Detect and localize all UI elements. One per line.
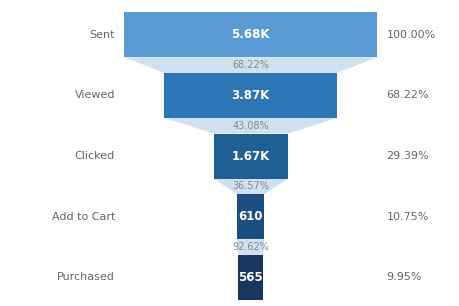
Bar (124, 12, 376, 57)
Text: Purchased: Purchased (57, 272, 115, 282)
Text: 3.87K: 3.87K (231, 89, 269, 102)
Bar (236, 194, 264, 239)
Text: 565: 565 (238, 271, 263, 284)
Polygon shape (124, 57, 376, 73)
Polygon shape (164, 118, 336, 133)
Text: Viewed: Viewed (74, 90, 115, 100)
Polygon shape (236, 239, 264, 255)
Bar (213, 133, 287, 179)
Text: 43.08%: 43.08% (232, 121, 269, 131)
Bar (238, 255, 263, 300)
Text: Add to Cart: Add to Cart (51, 212, 115, 222)
Bar (164, 73, 336, 118)
Text: 36.57%: 36.57% (232, 181, 269, 191)
Text: 610: 610 (238, 210, 263, 223)
Text: 10.75%: 10.75% (386, 212, 428, 222)
Text: Sent: Sent (90, 30, 115, 40)
Text: 9.95%: 9.95% (386, 272, 421, 282)
Polygon shape (213, 179, 287, 194)
Text: Clicked: Clicked (74, 151, 115, 161)
Text: 68.22%: 68.22% (232, 60, 269, 70)
Text: 1.67K: 1.67K (231, 150, 269, 162)
Text: 5.68K: 5.68K (231, 28, 269, 41)
Text: 92.62%: 92.62% (232, 242, 269, 252)
Text: 29.39%: 29.39% (386, 151, 428, 161)
Text: 100.00%: 100.00% (386, 30, 435, 40)
Text: 68.22%: 68.22% (386, 90, 428, 100)
